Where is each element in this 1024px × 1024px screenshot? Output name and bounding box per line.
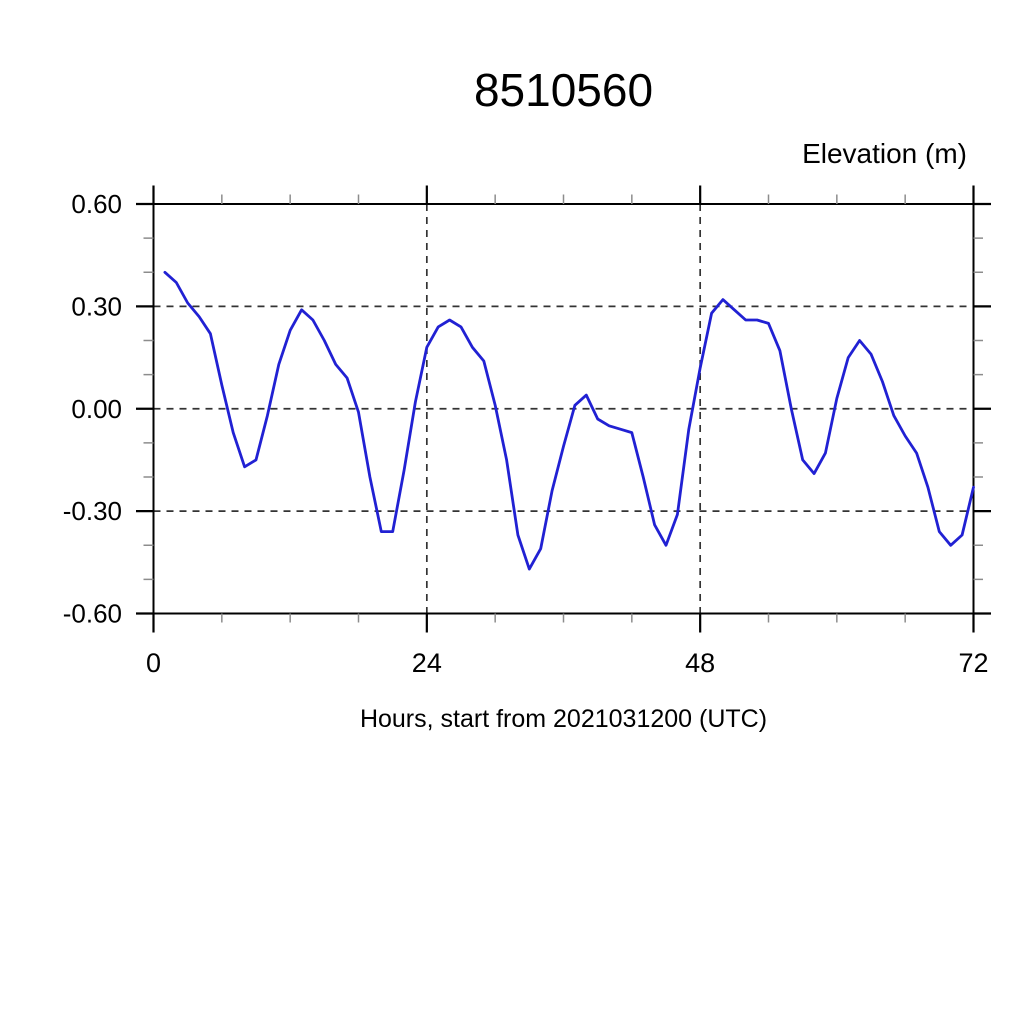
y-axis-title: Elevation (m) — [802, 138, 967, 169]
plot-layer: 0.60 0.30 0.00 -0.30 -0.60 0 24 48 72 — [63, 185, 991, 678]
y-tick-label: -0.30 — [63, 496, 122, 526]
x-tick-label: 24 — [412, 648, 442, 678]
elevation-line — [163, 270, 975, 571]
y-tick-label: 0.00 — [71, 394, 122, 424]
x-tick-label: 72 — [958, 648, 988, 678]
y-tick-label: 0.30 — [71, 291, 122, 321]
x-tick-label: 48 — [685, 648, 715, 678]
x-axis-title: Hours, start from 2021031200 (UTC) — [360, 705, 767, 733]
x-tick-label: 0 — [146, 648, 161, 678]
chart-title: 8510560 — [474, 64, 653, 116]
y-tick-label: -0.60 — [63, 599, 122, 629]
y-tick-label: 0.60 — [71, 189, 122, 219]
